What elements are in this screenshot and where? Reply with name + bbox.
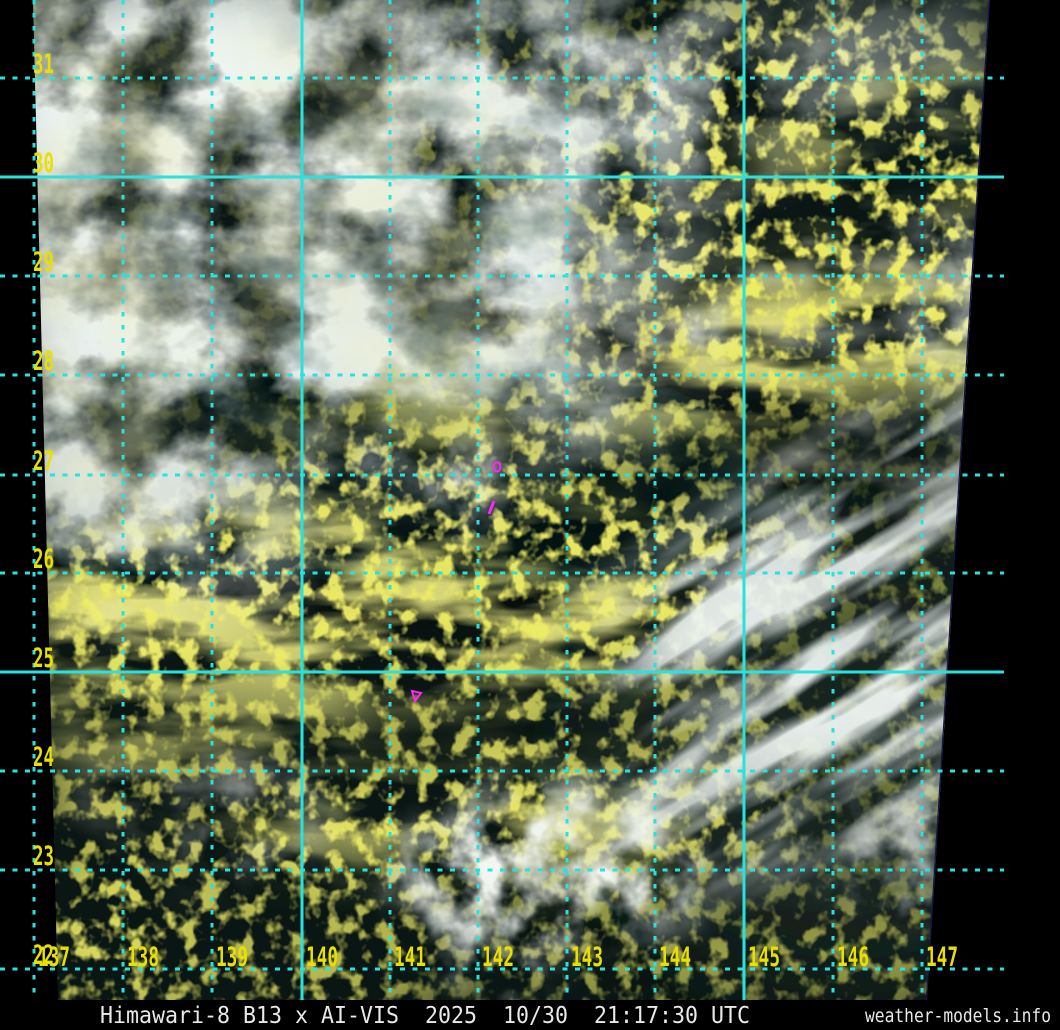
lon-label-137: 137 <box>38 942 70 973</box>
island-outline-hahajima <box>487 500 496 515</box>
lon-label-146: 146 <box>837 942 869 973</box>
lat-label-24: 24 <box>33 742 54 773</box>
lon-label-145: 145 <box>748 942 780 973</box>
lon-label-140: 140 <box>306 942 338 973</box>
lon-label-138: 138 <box>127 942 159 973</box>
caption-bar: Himawari-8 B13 x AI-VIS 2025 10/30 21:17… <box>0 1000 1060 1030</box>
latitude-labels: 31 30 29 28 27 26 25 24 23 22 <box>33 49 54 971</box>
island-outline-chichijima <box>492 461 502 473</box>
island-coastline-marks <box>410 461 502 704</box>
lon-label-147: 147 <box>926 942 958 973</box>
lat-label-27: 27 <box>33 446 54 477</box>
lat-label-30: 30 <box>33 148 54 179</box>
lat-label-31: 31 <box>33 49 54 80</box>
lon-label-144: 144 <box>659 942 691 973</box>
graticule-grid <box>0 0 1004 1000</box>
lon-label-142: 142 <box>482 942 514 973</box>
lon-label-143: 143 <box>571 942 603 973</box>
lat-label-25: 25 <box>33 643 54 674</box>
lat-label-26: 26 <box>33 544 54 575</box>
lon-label-141: 141 <box>394 942 426 973</box>
site-credit: weather-models.info <box>865 1005 1051 1027</box>
image-swath-edge <box>925 0 990 1000</box>
latitude-dotted-lines <box>0 76 1004 971</box>
longitude-solid-lines <box>300 0 746 1000</box>
lat-label-23: 23 <box>33 841 54 872</box>
caption-bar-background <box>0 1000 1060 1030</box>
lat-label-28: 28 <box>33 346 54 377</box>
longitude-dotted-lines <box>32 0 924 1000</box>
lat-label-22: 22 <box>33 940 54 971</box>
latitude-solid-lines <box>0 175 1004 674</box>
island-outline-iwoto <box>410 689 423 704</box>
product-caption: Himawari-8 B13 x AI-VIS 2025 10/30 21:17… <box>100 1003 750 1029</box>
lat-label-29: 29 <box>33 247 54 278</box>
longitude-labels: 137 138 139 140 141 142 143 144 145 146 … <box>38 942 958 973</box>
lon-label-139: 139 <box>216 942 248 973</box>
